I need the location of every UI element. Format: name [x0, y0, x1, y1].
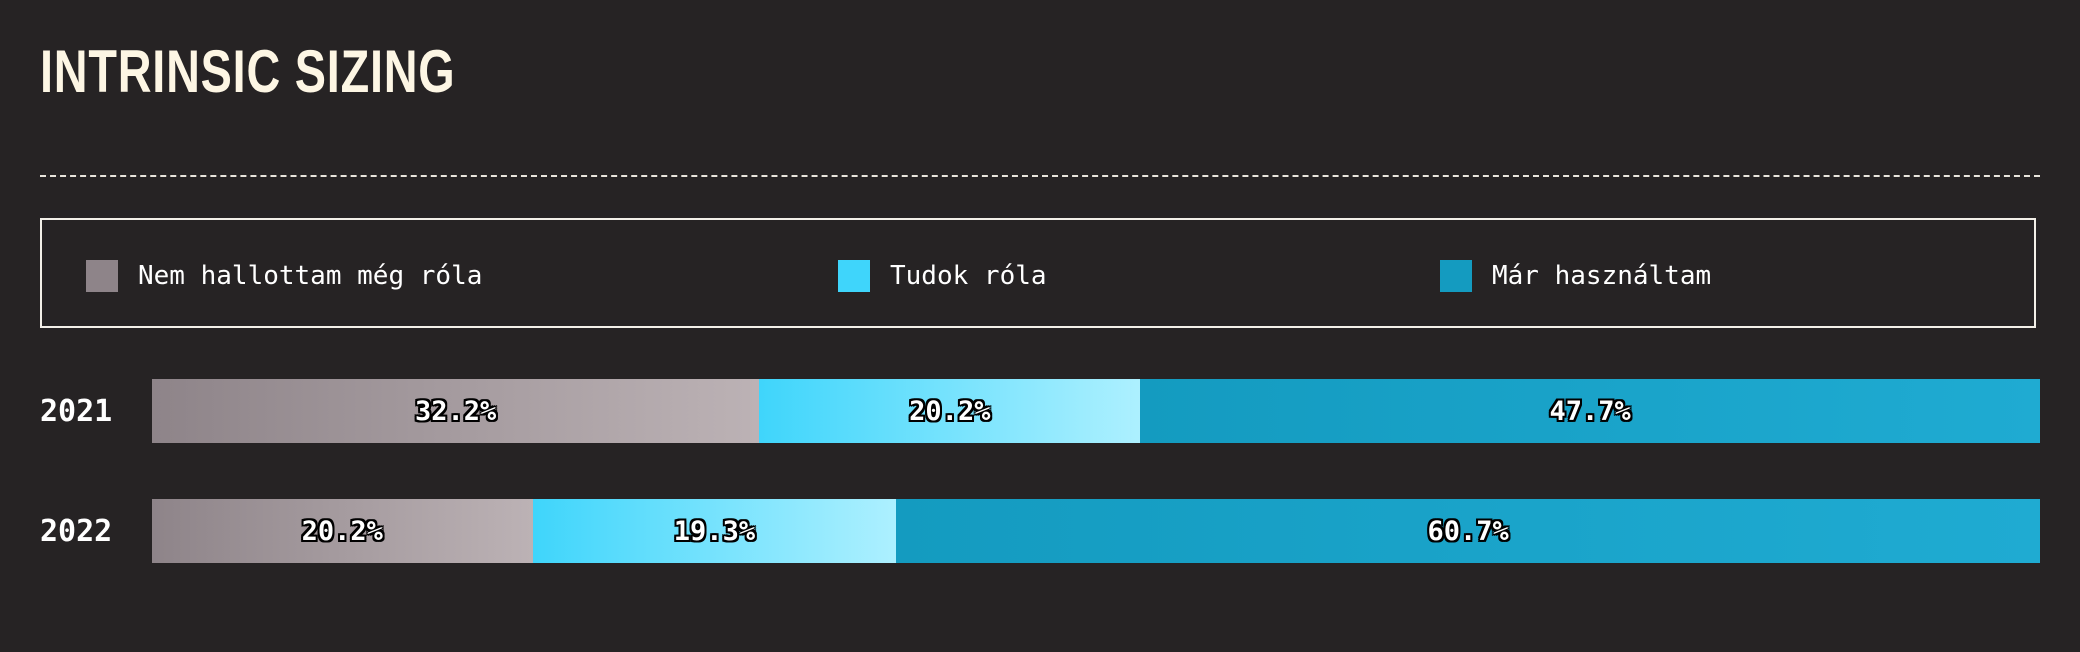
data-label-2021-not-heard: 32.2%	[415, 395, 497, 427]
bar-segment-2022-used: 60.7%	[896, 499, 2040, 563]
data-label-2021-know-about: 20.2%	[909, 395, 991, 427]
dashed-divider	[40, 175, 2040, 177]
bar-segment-2021-not-heard: 32.2%	[152, 379, 760, 443]
legend-swatch-know-about	[838, 260, 870, 292]
legend-swatch-not-heard	[86, 260, 118, 292]
legend-swatch-used	[1440, 260, 1472, 292]
bar-segment-2022-not-heard: 20.2%	[152, 499, 533, 563]
row-label-2021: 2021	[40, 394, 113, 429]
data-label-2022-know-about: 19.3%	[673, 515, 756, 547]
legend-label-know-about: Tudok róla	[890, 261, 1047, 291]
data-label-2022-used: 60.7%	[1427, 515, 1509, 547]
bar-segment-2021-used: 47.7%	[1140, 379, 2040, 443]
legend-item-used: Már használtam	[1440, 260, 1711, 292]
legend-item-know-about: Tudok róla	[838, 260, 1047, 292]
bar-segment-2022-know-about: 19.3%	[532, 499, 897, 563]
bar-segment-2021-know-about: 20.2%	[759, 379, 1141, 443]
legend: Nem hallottam még róla Tudok róla Már ha…	[40, 218, 2036, 328]
bar-2021: 32.2% 20.2% 47.7%	[152, 379, 2040, 443]
data-label-2022-not-heard: 20.2%	[301, 515, 383, 547]
data-label-2021-used: 47.7%	[1549, 395, 1631, 427]
legend-label-used: Már használtam	[1492, 261, 1712, 291]
chart-title: INTRINSIC SIZING	[40, 38, 456, 105]
legend-item-not-heard: Nem hallottam még róla	[86, 260, 482, 292]
bar-2022: 20.2% 19.3% 60.7%	[152, 499, 2040, 563]
legend-label-not-heard: Nem hallottam még róla	[138, 261, 483, 291]
row-label-2022: 2022	[40, 514, 113, 549]
